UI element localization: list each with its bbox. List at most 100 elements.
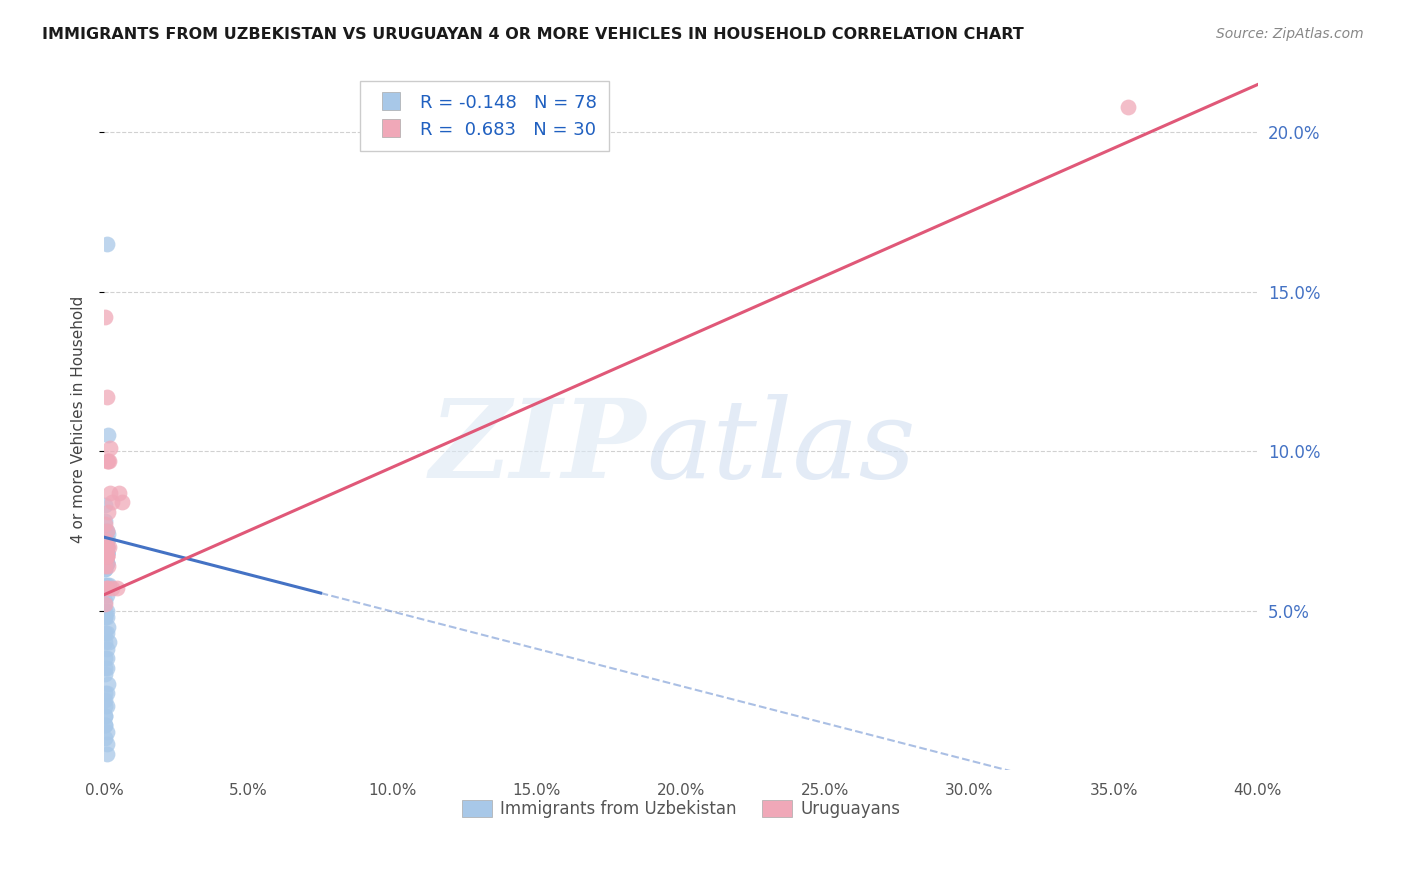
- Point: [94, 626, 117, 640]
- Point: [96, 236, 118, 251]
- Point: [96, 581, 118, 595]
- Y-axis label: 4 or more Vehicles in Household: 4 or more Vehicles in Household: [72, 295, 86, 543]
- Point: [94, 603, 117, 617]
- Point: [96, 533, 118, 548]
- Point: [98, 485, 121, 500]
- Point: [110, 495, 132, 509]
- Point: [94, 556, 117, 570]
- Point: [94, 499, 117, 513]
- Point: [96, 651, 118, 665]
- Point: [96, 588, 118, 602]
- Point: [96, 533, 118, 548]
- Text: IMMIGRANTS FROM UZBEKISTAN VS URUGUAYAN 4 OR MORE VEHICLES IN HOUSEHOLD CORRELAT: IMMIGRANTS FROM UZBEKISTAN VS URUGUAYAN …: [42, 27, 1024, 42]
- Point: [94, 651, 117, 665]
- Point: [96, 556, 118, 570]
- Point: [97, 635, 120, 649]
- Point: [94, 546, 117, 560]
- Point: [96, 661, 118, 675]
- Point: [94, 549, 117, 564]
- Point: [94, 517, 117, 532]
- Point: [97, 428, 120, 442]
- Legend: Immigrants from Uzbekistan, Uruguayans: Immigrants from Uzbekistan, Uruguayans: [456, 793, 907, 825]
- Point: [96, 724, 118, 739]
- Point: [94, 667, 117, 681]
- Point: [97, 677, 120, 691]
- Point: [96, 686, 118, 700]
- Point: [107, 485, 129, 500]
- Point: [100, 581, 122, 595]
- Point: [96, 524, 118, 538]
- Point: [96, 610, 118, 624]
- Point: [100, 495, 122, 509]
- Point: [94, 546, 117, 560]
- Point: [94, 527, 117, 541]
- Point: [96, 549, 118, 564]
- Point: [94, 540, 117, 554]
- Point: [94, 635, 117, 649]
- Point: [94, 610, 117, 624]
- Point: [94, 731, 117, 745]
- Point: [96, 546, 118, 560]
- Point: [97, 527, 120, 541]
- Point: [94, 578, 117, 592]
- Point: [94, 514, 117, 528]
- Point: [94, 558, 117, 573]
- Point: [96, 533, 118, 548]
- Point: [96, 699, 118, 714]
- Point: [97, 453, 120, 467]
- Point: [96, 540, 118, 554]
- Point: [105, 581, 128, 595]
- Point: [94, 556, 117, 570]
- Point: [94, 594, 117, 608]
- Point: [96, 533, 118, 548]
- Point: [96, 603, 118, 617]
- Point: [94, 540, 117, 554]
- Point: [97, 540, 120, 554]
- Point: [94, 556, 117, 570]
- Point: [96, 738, 118, 752]
- Point: [94, 708, 117, 723]
- Point: [97, 619, 120, 633]
- Point: [96, 578, 118, 592]
- Text: Source: ZipAtlas.com: Source: ZipAtlas.com: [1216, 27, 1364, 41]
- Point: [94, 597, 117, 611]
- Point: [94, 610, 117, 624]
- Point: [96, 540, 118, 554]
- Point: [94, 558, 117, 573]
- Point: [98, 441, 121, 455]
- Point: [94, 546, 117, 560]
- Text: atlas: atlas: [647, 393, 917, 501]
- Point: [97, 505, 120, 519]
- Point: [94, 718, 117, 732]
- Point: [94, 718, 117, 732]
- Point: [94, 533, 117, 548]
- Point: [94, 693, 117, 707]
- Point: [94, 562, 117, 576]
- Point: [96, 390, 118, 404]
- Point: [94, 310, 117, 325]
- Point: [94, 533, 117, 548]
- Point: [96, 533, 118, 548]
- Point: [96, 641, 118, 656]
- Point: [96, 581, 118, 595]
- Point: [94, 661, 117, 675]
- Point: [96, 556, 118, 570]
- Point: [94, 556, 117, 570]
- Point: [96, 540, 118, 554]
- Point: [96, 546, 118, 560]
- Point: [94, 546, 117, 560]
- Point: [96, 533, 118, 548]
- Point: [94, 549, 117, 564]
- Point: [94, 546, 117, 560]
- Point: [1116, 100, 1139, 114]
- Point: [96, 540, 118, 554]
- Point: [94, 540, 117, 554]
- Point: [96, 747, 118, 761]
- Point: [97, 578, 120, 592]
- Point: [96, 556, 118, 570]
- Point: [97, 558, 120, 573]
- Point: [94, 562, 117, 576]
- Point: [96, 626, 118, 640]
- Point: [96, 540, 118, 554]
- Point: [94, 558, 117, 573]
